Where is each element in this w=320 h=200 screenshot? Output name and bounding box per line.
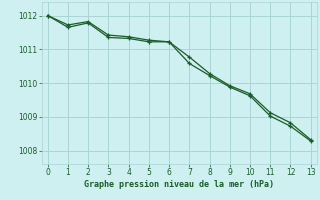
X-axis label: Graphe pression niveau de la mer (hPa): Graphe pression niveau de la mer (hPa) bbox=[84, 180, 274, 189]
